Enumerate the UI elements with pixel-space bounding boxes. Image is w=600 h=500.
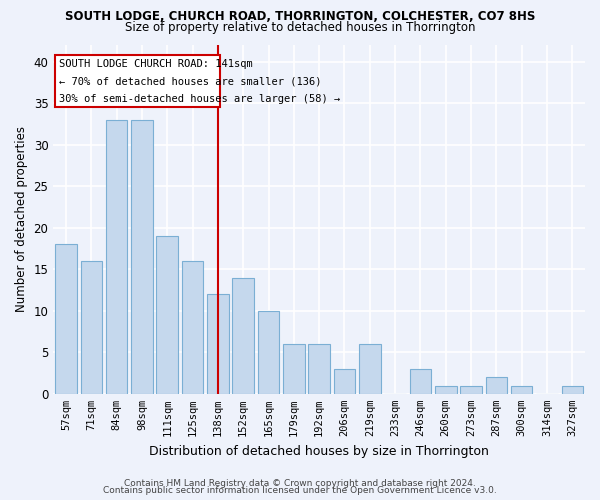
Bar [182,261,203,394]
Bar [334,369,355,394]
Text: Contains HM Land Registry data © Crown copyright and database right 2024.: Contains HM Land Registry data © Crown c… [124,478,476,488]
Bar [283,344,305,394]
Bar [131,120,152,394]
Bar [55,244,77,394]
Text: Contains public sector information licensed under the Open Government Licence v3: Contains public sector information licen… [103,486,497,495]
Bar [207,294,229,394]
Text: 30% of semi-detached houses are larger (58) →: 30% of semi-detached houses are larger (… [59,94,340,104]
Bar [308,344,330,394]
Bar [410,369,431,394]
Bar [258,311,279,394]
X-axis label: Distribution of detached houses by size in Thorrington: Distribution of detached houses by size … [149,444,489,458]
Y-axis label: Number of detached properties: Number of detached properties [15,126,28,312]
Text: SOUTH LODGE CHURCH ROAD: 141sqm: SOUTH LODGE CHURCH ROAD: 141sqm [59,59,253,69]
Bar [485,377,507,394]
Bar [562,386,583,394]
FancyBboxPatch shape [55,55,220,108]
Bar [157,236,178,394]
Text: Size of property relative to detached houses in Thorrington: Size of property relative to detached ho… [125,21,475,34]
Text: SOUTH LODGE, CHURCH ROAD, THORRINGTON, COLCHESTER, CO7 8HS: SOUTH LODGE, CHURCH ROAD, THORRINGTON, C… [65,10,535,23]
Bar [232,278,254,394]
Text: ← 70% of detached houses are smaller (136): ← 70% of detached houses are smaller (13… [59,76,322,86]
Bar [80,261,102,394]
Bar [460,386,482,394]
Bar [106,120,127,394]
Bar [435,386,457,394]
Bar [511,386,532,394]
Bar [359,344,380,394]
